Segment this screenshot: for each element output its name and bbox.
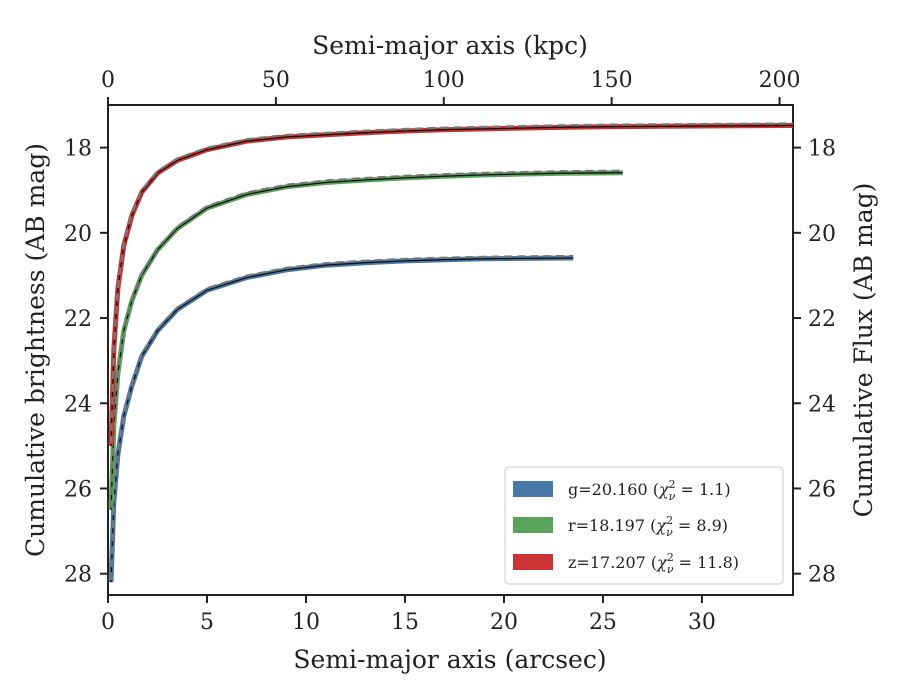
legend-label-r: r=18.197 (χ2 ν = 8.9) xyxy=(568,514,728,539)
y2-tick-label-18: 18 xyxy=(808,137,836,162)
x-tick-label-25: 25 xyxy=(589,610,617,635)
x2-axis-title: Semi-major axis (kpc) xyxy=(312,31,588,60)
y2-tick-label-28: 28 xyxy=(808,563,836,588)
y-tick-label-20: 20 xyxy=(64,222,92,247)
legend-swatch-g xyxy=(513,481,553,497)
legend-label-g: g=20.160 (χ2 ν = 1.1) xyxy=(568,478,731,503)
series-model-line-r xyxy=(110,172,623,510)
y2-tick-label-26: 26 xyxy=(808,477,836,502)
x2-tick-label-200: 200 xyxy=(759,68,801,93)
y-tick-label-28: 28 xyxy=(64,563,92,588)
y2-tick-label-20: 20 xyxy=(808,222,836,247)
y2-tick-label-22: 22 xyxy=(808,307,836,332)
x2-tick-label-50: 50 xyxy=(262,68,290,93)
x-axis-title: Semi-major axis (arcsec) xyxy=(293,645,606,674)
y-axis-title: Cumulative brightness (AB mag) xyxy=(21,143,50,557)
x-tick-label-15: 15 xyxy=(391,610,419,635)
x2-tick-label-0: 0 xyxy=(101,68,115,93)
y-tick-label-22: 22 xyxy=(64,307,92,332)
series-dashed-line-z xyxy=(109,122,794,444)
legend-box xyxy=(504,466,784,585)
legend-swatch-r xyxy=(513,517,553,533)
series-layer xyxy=(108,122,794,583)
series-dashed-line-r xyxy=(109,169,623,508)
x2-tick-label-100: 100 xyxy=(423,68,465,93)
y2-tick-label-24: 24 xyxy=(808,392,836,417)
x-tick-label-5: 5 xyxy=(200,610,214,635)
x2-tick-label-150: 150 xyxy=(591,68,633,93)
y2-axis-title: Cumulative Flux (AB mag) xyxy=(849,183,878,518)
legend-swatch-z xyxy=(513,554,553,570)
axes-layer: 0 5 10 15 20 25 30 0 50 100 150 200 18 18 20 20 22 22 24 24… xyxy=(64,68,836,635)
legend: g=20.160 (χ2 ν = 1.1) r=18.197 (χ2 ν = 8.9… xyxy=(504,466,784,585)
y-tick-label-18: 18 xyxy=(64,137,92,162)
y-tick-label-24: 24 xyxy=(64,392,92,417)
x-tick-label-10: 10 xyxy=(292,610,320,635)
x-tick-label-0: 0 xyxy=(101,610,115,635)
series-dashed-line-g xyxy=(109,254,574,581)
x-tick-label-20: 20 xyxy=(490,610,518,635)
y-tick-label-26: 26 xyxy=(64,477,92,502)
legend-label-z: z=17.207 (χ2 ν = 11.8) xyxy=(568,551,739,576)
x-tick-label-30: 30 xyxy=(688,610,716,635)
